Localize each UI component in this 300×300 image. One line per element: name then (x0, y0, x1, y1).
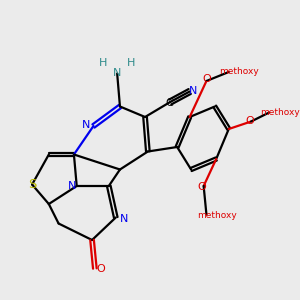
Text: methoxy: methoxy (260, 108, 300, 117)
Text: methoxy: methoxy (197, 212, 237, 220)
Text: H: H (127, 58, 135, 68)
Text: N: N (119, 214, 128, 224)
Text: N: N (113, 68, 122, 79)
Text: H: H (99, 58, 107, 68)
Text: O: O (202, 74, 211, 85)
Text: S: S (28, 178, 36, 191)
Text: O: O (97, 263, 105, 274)
Text: O: O (245, 116, 254, 127)
Text: C: C (165, 98, 172, 109)
Text: N: N (68, 181, 77, 191)
Text: N: N (82, 119, 91, 130)
Text: O: O (198, 182, 207, 193)
Text: N: N (189, 86, 197, 97)
Text: methoxy: methoxy (220, 68, 259, 76)
